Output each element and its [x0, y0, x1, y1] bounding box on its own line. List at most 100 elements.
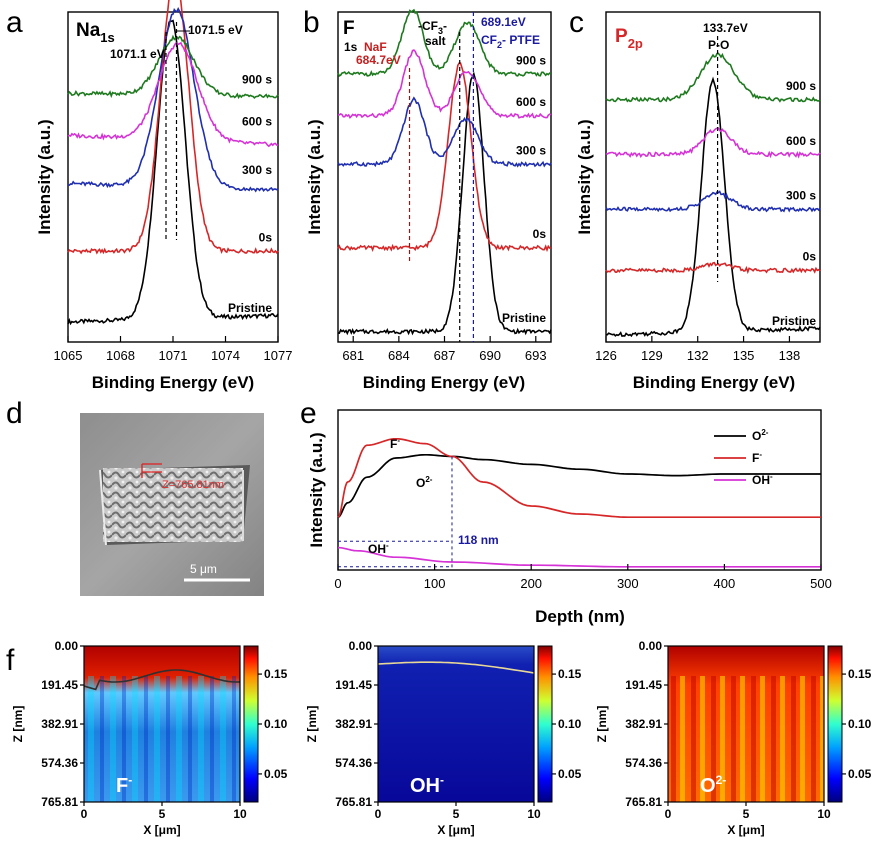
ytick-label: 191.45 [625, 678, 662, 692]
panel-a: a Pristine 0s 300 s 600 s 900 s Na1s 1071.5 … [6, 0, 292, 392]
panel-label-c: c [569, 6, 584, 39]
ytick-label: 191.45 [41, 678, 78, 692]
xtick-label: 5 [453, 807, 460, 821]
annotation-ptfe-ev: 689.1eV [481, 15, 526, 29]
series-label: 600 s [516, 95, 546, 109]
annotation-naf-ev: 684.7eV [356, 53, 401, 67]
title-a: Na1s [76, 20, 115, 45]
xtick-label: 0 [665, 807, 672, 821]
xtick-label: 100 [424, 576, 446, 591]
colorbar-label: 0.10 [558, 717, 582, 731]
legend-label: O2- [752, 428, 769, 443]
xtick-label: 1068 [106, 348, 135, 363]
map-ylabel: Z [nm] [11, 706, 25, 743]
ytick-label: 765.81 [335, 795, 372, 809]
xtick-label: 1077 [264, 348, 293, 363]
colorbar-label: 0.10 [264, 717, 288, 731]
series-line-900s [67, 34, 279, 100]
xtick-label: 135 [733, 348, 755, 363]
plot-area-e [337, 437, 821, 570]
legend-label: OH- [752, 472, 773, 487]
xtick-label: 1071 [159, 348, 188, 363]
plot-area-a: Pristine 0s 300 s 600 s 900 s [67, 0, 279, 326]
series-label: 300 s [786, 189, 816, 203]
series-label: Pristine [772, 314, 816, 328]
series-line-900s [337, 8, 552, 78]
sem-depth-label: Z=765.81nm [162, 479, 224, 491]
xtick-label: 0 [375, 807, 382, 821]
interface-line [377, 661, 535, 674]
curve-label-o: O2- [416, 475, 433, 490]
panel-e: e Intensity (a.u.) Depth (nm) 0 100 200 300… [300, 397, 832, 626]
panel-label-f: f [6, 644, 15, 677]
xtick-label: 693 [525, 348, 547, 363]
series-line-1 [337, 437, 821, 519]
title-c: P2p [615, 26, 643, 51]
map-species-label: O2- [700, 773, 726, 797]
xtick-label: 132 [687, 348, 709, 363]
panel-b: b Pristine 0s 300 s 600 s 900 s F 1s NaF 684… [303, 6, 552, 392]
xtick-label: 138 [779, 348, 801, 363]
panel-label-b: b [303, 6, 320, 39]
annotation-cf3: -CF3- [418, 19, 447, 36]
colorbar-label: 0.05 [558, 767, 582, 781]
legend-label: F- [752, 450, 762, 465]
xtick-label: 5 [743, 807, 750, 821]
ytick-label: 382.91 [625, 717, 662, 731]
curve-label-f: F- [390, 436, 400, 451]
ytick-label: 574.36 [625, 756, 662, 770]
map-ylabel: Z [nm] [595, 706, 609, 743]
series-line-0s [337, 62, 552, 253]
legend-e: O2- F- OH- [714, 428, 773, 487]
colorbar-label: 0.05 [264, 767, 288, 781]
colorbar-label: 0.15 [558, 667, 582, 681]
series-line-0s [605, 261, 821, 275]
curve-label-oh: OH- [368, 541, 389, 556]
series-line-900s [605, 52, 821, 103]
ytick-label: 0.00 [349, 639, 373, 653]
series-label: 900 s [786, 79, 816, 93]
xtick-label: 400 [714, 576, 736, 591]
series-label: 300 s [242, 163, 272, 177]
ylabel-e: Intensity (a.u.) [307, 432, 326, 547]
xtick-label: 1074 [211, 348, 240, 363]
ytick-label: 0.00 [55, 639, 79, 653]
xtick-label: 10 [817, 807, 831, 821]
plot-frame-a [67, 11, 279, 343]
xtick-label: 690 [479, 348, 501, 363]
series-label: Pristine [228, 301, 272, 315]
xtick-label: 10 [233, 807, 247, 821]
colorbar [537, 645, 553, 803]
series-label: Pristine [502, 311, 546, 325]
xtick-label: 300 [617, 576, 639, 591]
xtick-label: 500 [810, 576, 832, 591]
series-line-Pristine [605, 76, 821, 338]
xtick-label: 681 [342, 348, 364, 363]
ytick-label: 382.91 [41, 717, 78, 731]
xticks-a: 1065 1068 1071 1074 1077 [54, 336, 293, 363]
map-xlabel: X [μm] [143, 823, 180, 837]
colorbar-label: 0.15 [848, 667, 872, 681]
series-line-0s [67, 0, 279, 255]
colorbar [827, 645, 843, 803]
sem-scale-label: 5 μm [190, 562, 217, 576]
xlabel-a: Binding Energy (eV) [92, 373, 254, 392]
xtick-label: 687 [434, 348, 456, 363]
depth-map-texture [84, 676, 240, 802]
ylabel-a: Intensity (a.u.) [35, 119, 54, 234]
plot-area-c: Pristine 0s 300 s 600 s 900 s [605, 36, 821, 338]
series-label: 0s [533, 227, 547, 241]
xticks-c: 126 129 132 135 138 [595, 336, 800, 363]
depth-map-texture [668, 676, 824, 802]
xlabel-c: Binding Energy (eV) [633, 373, 795, 392]
xtick-label: 0 [81, 807, 88, 821]
series-label: 600 s [242, 115, 272, 129]
xticks-e: 0 100 200 300 400 500 [334, 564, 832, 591]
panel-label-d: d [6, 397, 23, 430]
colorbar-label: 0.10 [848, 717, 872, 731]
colorbar-label: 0.05 [848, 767, 872, 781]
map-xlabel: X [μm] [437, 823, 474, 837]
